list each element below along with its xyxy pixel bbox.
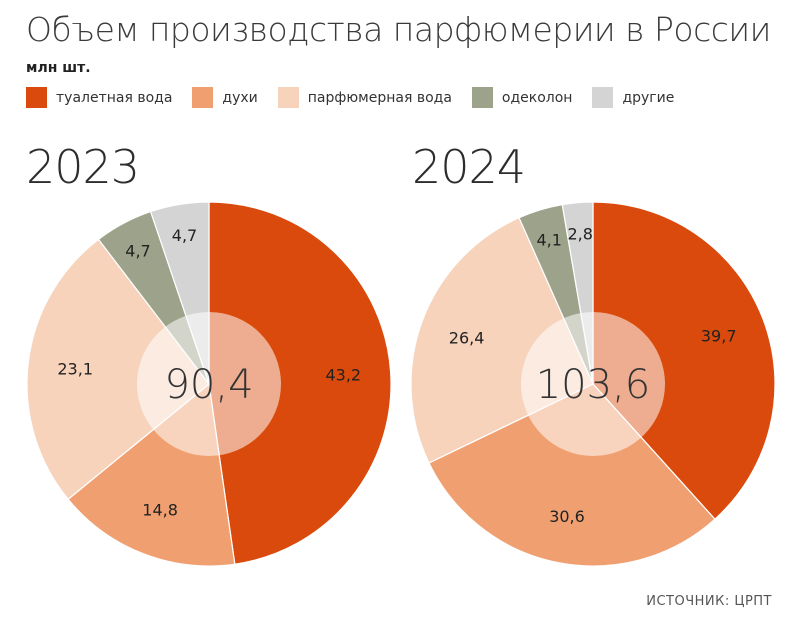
pie-center-disc: [137, 312, 281, 456]
slice-value-label: 4,7: [172, 226, 197, 245]
slice-value-label: 2,8: [567, 225, 592, 244]
source-note: ИСТОЧНИК: ЦРПТ: [646, 594, 772, 609]
slice-value-label: 26,4: [449, 329, 485, 348]
chart-unit: млн шт.: [26, 60, 91, 76]
legend-item-perfume: духи: [192, 87, 258, 108]
legend-swatch: [471, 87, 493, 108]
legend-swatch: [277, 87, 299, 108]
year-label-2023: 2023: [26, 140, 140, 194]
pie-center-disc: [521, 312, 665, 456]
legend-label: парфюмерная вода: [307, 89, 452, 106]
legend-item-cologne: одеколон: [471, 87, 573, 108]
slice-value-label: 39,7: [701, 327, 737, 346]
legend-item-other: другие: [592, 87, 674, 108]
pie-slice-eau-de-parfum: [26, 238, 210, 501]
slice-value-label: 23,1: [57, 359, 93, 378]
slice-value-label: 43,2: [325, 365, 361, 384]
year-label-2024: 2024: [412, 140, 526, 194]
legend-swatch: [192, 87, 214, 108]
chart-title: Объем производства парфюмерии в России: [26, 10, 771, 49]
legend-label: духи: [222, 89, 258, 106]
pie-2023: 43,2 14,8 23,1 4,7 4,7 90,4: [26, 201, 392, 567]
legend-label: другие: [622, 89, 675, 106]
slice-value-label: 14,8: [142, 501, 178, 520]
pie-slice-eau-de-toilette: [208, 201, 392, 565]
pie-slice-perfume: [428, 383, 716, 567]
legend: туалетная вода духи парфюмерная вода оде…: [26, 87, 694, 108]
pie-total-label: 103,6: [536, 362, 651, 408]
slice-value-label: 4,7: [125, 242, 150, 261]
legend-label: одеколон: [501, 89, 573, 106]
pie-slice-eau-de-toilette: [592, 201, 776, 520]
legend-swatch: [592, 87, 614, 108]
pie-total-label: 90,4: [164, 362, 253, 408]
legend-item-eau-de-parfum: парфюмерная вода: [277, 87, 452, 108]
legend-label: туалетная вода: [56, 89, 173, 106]
legend-swatch: [26, 87, 47, 108]
slice-value-label: 30,6: [549, 507, 585, 526]
slice-value-label: 4,1: [536, 230, 561, 249]
legend-item-eau-de-toilette: туалетная вода: [26, 87, 172, 108]
pie-2024: 39,7 30,6 26,4 4,1 2,8 103,6: [410, 201, 776, 567]
